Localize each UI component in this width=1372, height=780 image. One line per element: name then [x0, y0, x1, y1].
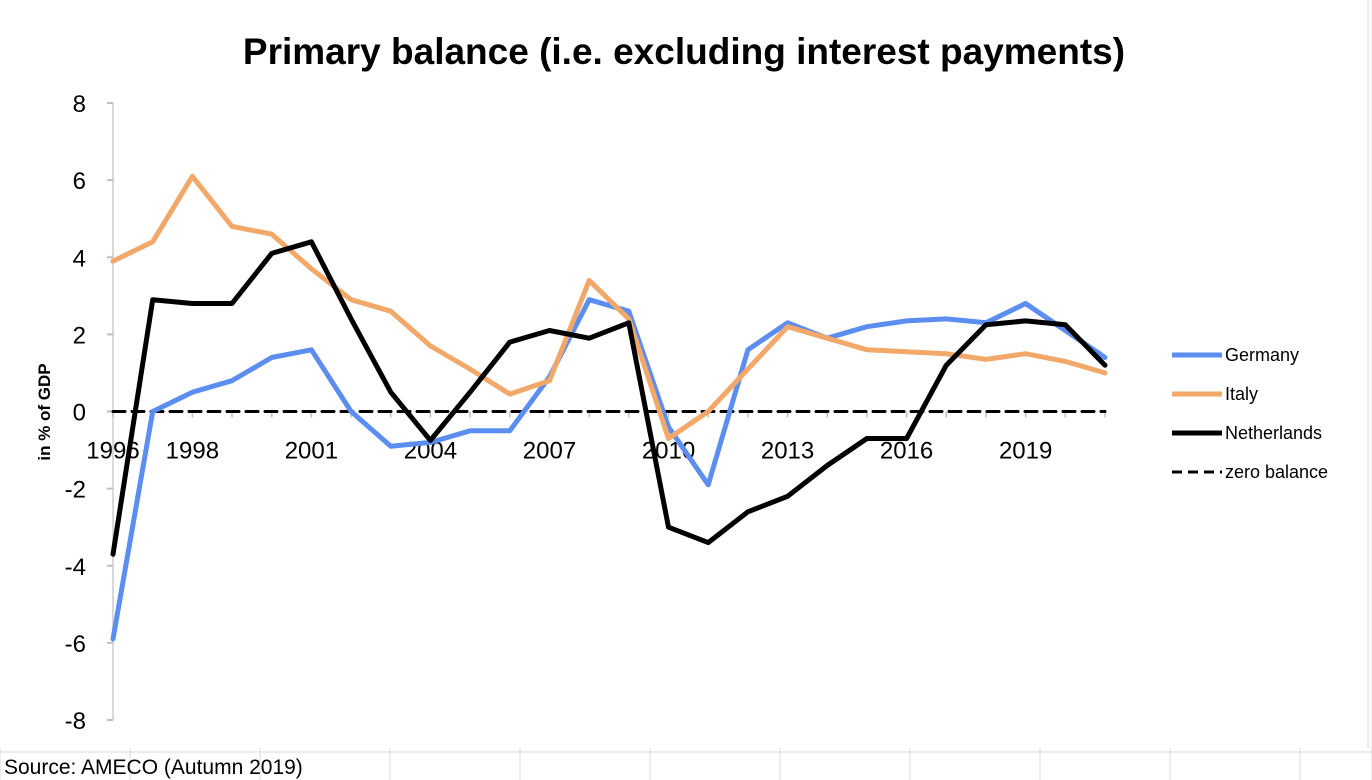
- y-tick-label: 4: [73, 245, 86, 272]
- y-axis-label: in % of GDP: [35, 363, 54, 460]
- chart-area: [0, 0, 1368, 748]
- x-tick-label: 2013: [761, 438, 814, 465]
- x-tick-label: 2019: [999, 438, 1052, 465]
- chart-title: Primary balance (i.e. excluding interest…: [243, 31, 1125, 72]
- y-tick-label: -4: [65, 554, 86, 581]
- y-tick-label: 8: [73, 91, 86, 118]
- series-line-italy: [110, 173, 1108, 441]
- legend: Germany Italy Netherlands zero balance: [1172, 345, 1328, 482]
- y-tick-label: 0: [73, 400, 86, 427]
- y-axis-ticks: 8 6 4 2 0 -2 -4 -6 -8: [65, 91, 113, 735]
- y-tick-label: 6: [73, 168, 86, 195]
- x-tick-label: 2007: [523, 438, 576, 465]
- legend-label: Germany: [1225, 345, 1299, 365]
- legend-label: Italy: [1225, 384, 1258, 404]
- y-tick-label: -6: [65, 631, 86, 658]
- series-line-germany: [110, 297, 1108, 642]
- source-note: Source: AMECO (Autumn 2019): [4, 756, 303, 779]
- x-tick-label: 2001: [285, 438, 338, 465]
- y-tick-label: -8: [65, 708, 86, 735]
- x-tick-label: 1998: [166, 438, 219, 465]
- y-tick-label: -2: [65, 477, 86, 504]
- legend-label: Netherlands: [1225, 423, 1322, 443]
- x-tick-label: 2016: [880, 438, 933, 465]
- series: [110, 173, 1108, 642]
- y-tick-label: 2: [73, 322, 86, 349]
- legend-label: zero balance: [1225, 462, 1328, 482]
- series-line-netherlands: [110, 239, 1108, 557]
